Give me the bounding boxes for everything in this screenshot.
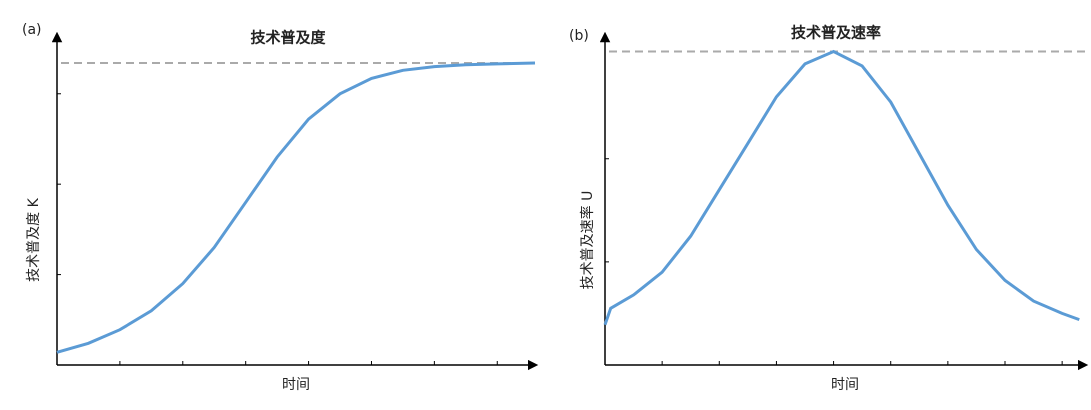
chart-title: 技术普及速率 — [791, 24, 881, 42]
y-axis-label: 技术普及速率 U — [579, 191, 596, 290]
x-axis-label: 时间 — [831, 377, 859, 393]
chart-title: 技术普及度 — [250, 29, 326, 47]
curve — [603, 49, 1080, 326]
x-axis-label: 时间 — [282, 377, 310, 393]
y-axis-label: 技术普及度 K — [26, 197, 42, 281]
curve — [56, 61, 536, 354]
panel-label: (b) — [569, 28, 589, 44]
panel-label: (a) — [22, 22, 42, 38]
